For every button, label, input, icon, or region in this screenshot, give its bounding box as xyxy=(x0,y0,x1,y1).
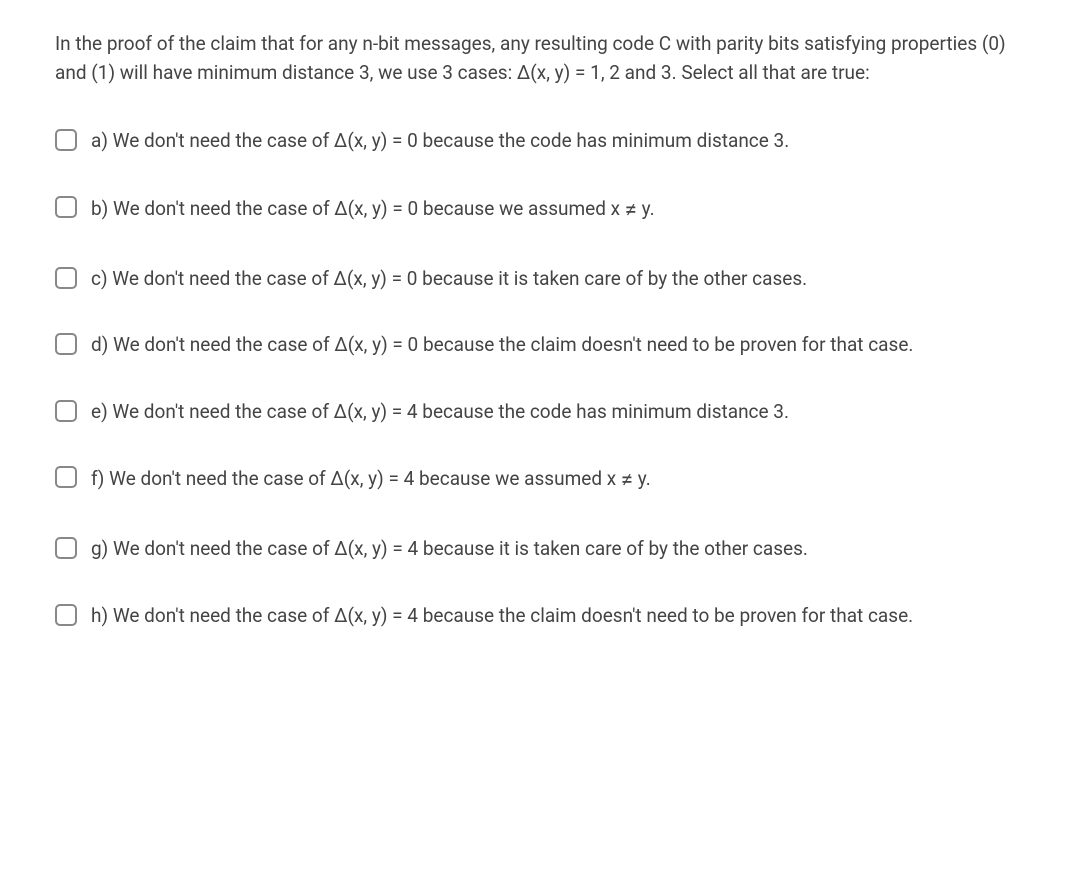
option-text-a: a) We don't need the case of Δ(x, y) = 0… xyxy=(91,127,819,156)
option-text-h: h) We don't need the case of Δ(x, y) = 4… xyxy=(91,602,943,631)
option-f: f) We don't need the case of Δ(x, y) = 4… xyxy=(55,464,1025,497)
option-b: b) We don't need the case of Δ(x, y) = 0… xyxy=(55,194,1025,227)
option-label-before: We don't need the case of Δ(x, y) = 4 be… xyxy=(109,467,621,490)
checkbox-d[interactable] xyxy=(55,333,77,355)
option-label: We don't need the case of Δ(x, y) = 4 be… xyxy=(113,537,808,560)
option-h: h) We don't need the case of Δ(x, y) = 4… xyxy=(55,602,1025,631)
option-e: e) We don't need the case of Δ(x, y) = 4… xyxy=(55,398,1025,427)
option-label: We don't need the case of Δ(x, y) = 0 be… xyxy=(113,333,913,356)
option-a: a) We don't need the case of Δ(x, y) = 0… xyxy=(55,127,1025,156)
checkbox-b[interactable] xyxy=(55,196,77,218)
option-label: We don't need the case of Δ(x, y) = 0 be… xyxy=(112,267,807,290)
option-text-c: c) We don't need the case of Δ(x, y) = 0… xyxy=(91,265,837,294)
question-stem: In the proof of the claim that for any n… xyxy=(55,30,1025,87)
checkbox-a[interactable] xyxy=(55,129,77,151)
option-letter: g) xyxy=(91,537,108,560)
option-label: We don't need the case of Δ(x, y) = 4 be… xyxy=(113,604,913,627)
checkbox-f[interactable] xyxy=(55,466,77,488)
option-c: c) We don't need the case of Δ(x, y) = 0… xyxy=(55,265,1025,294)
option-label: We don't need the case of Δ(x, y) = 4 be… xyxy=(112,400,789,423)
option-letter: b) xyxy=(91,197,108,220)
neq-symbol: ≠ xyxy=(621,468,633,493)
option-label-after: y. xyxy=(633,467,651,490)
checkbox-e[interactable] xyxy=(55,400,77,422)
option-label: We don't need the case of Δ(x, y) = 0 be… xyxy=(113,129,790,152)
option-letter: f) xyxy=(91,467,104,490)
option-letter: a) xyxy=(91,129,108,152)
option-label-before: We don't need the case of Δ(x, y) = 0 be… xyxy=(113,197,625,220)
option-letter: e) xyxy=(91,400,108,423)
option-text-b: b) We don't need the case of Δ(x, y) = 0… xyxy=(91,194,685,227)
neq-symbol: ≠ xyxy=(625,198,637,223)
option-g: g) We don't need the case of Δ(x, y) = 4… xyxy=(55,535,1025,564)
option-d: d) We don't need the case of Δ(x, y) = 0… xyxy=(55,331,1025,360)
option-text-e: e) We don't need the case of Δ(x, y) = 4… xyxy=(91,398,819,427)
option-letter: c) xyxy=(91,267,108,290)
option-text-g: g) We don't need the case of Δ(x, y) = 4… xyxy=(91,535,838,564)
options-list: a) We don't need the case of Δ(x, y) = 0… xyxy=(55,127,1025,630)
checkbox-h[interactable] xyxy=(55,604,77,626)
option-text-d: d) We don't need the case of Δ(x, y) = 0… xyxy=(91,331,943,360)
checkbox-g[interactable] xyxy=(55,537,77,559)
checkbox-c[interactable] xyxy=(55,267,77,289)
option-label-after: y. xyxy=(637,197,655,220)
option-letter: d) xyxy=(91,333,108,356)
option-text-f: f) We don't need the case of Δ(x, y) = 4… xyxy=(91,464,681,497)
option-letter: h) xyxy=(91,604,108,627)
